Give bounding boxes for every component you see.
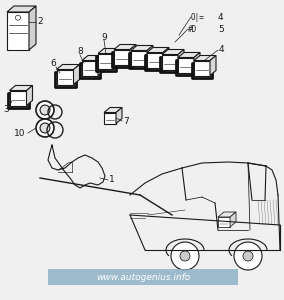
Polygon shape xyxy=(178,52,200,58)
Text: 3: 3 xyxy=(3,106,9,115)
Polygon shape xyxy=(218,217,230,227)
Polygon shape xyxy=(57,64,80,70)
Polygon shape xyxy=(98,49,120,53)
Polygon shape xyxy=(114,49,120,68)
Polygon shape xyxy=(82,61,98,76)
Polygon shape xyxy=(131,50,147,65)
Polygon shape xyxy=(230,212,236,227)
Text: 9: 9 xyxy=(101,32,107,41)
Text: 4: 4 xyxy=(218,13,224,22)
Text: O|=: O|= xyxy=(191,13,205,22)
Polygon shape xyxy=(218,212,236,217)
Polygon shape xyxy=(7,12,29,50)
Circle shape xyxy=(16,15,20,20)
FancyBboxPatch shape xyxy=(48,269,238,285)
Polygon shape xyxy=(98,56,104,76)
Circle shape xyxy=(180,251,190,261)
Text: 6: 6 xyxy=(50,59,56,68)
Text: 7: 7 xyxy=(123,116,129,125)
Polygon shape xyxy=(104,107,122,112)
Polygon shape xyxy=(82,56,104,61)
Circle shape xyxy=(40,123,50,133)
Circle shape xyxy=(36,119,54,137)
Circle shape xyxy=(171,242,199,270)
Polygon shape xyxy=(210,56,216,76)
Circle shape xyxy=(243,251,253,261)
Polygon shape xyxy=(130,44,136,64)
Polygon shape xyxy=(162,50,184,55)
Text: 8: 8 xyxy=(77,47,83,56)
Text: 4: 4 xyxy=(219,44,225,53)
Polygon shape xyxy=(98,53,114,68)
Polygon shape xyxy=(194,52,200,73)
Polygon shape xyxy=(114,44,136,50)
Polygon shape xyxy=(194,56,216,61)
Text: 10: 10 xyxy=(14,130,26,139)
Polygon shape xyxy=(9,91,26,106)
Text: 2: 2 xyxy=(37,17,43,26)
Polygon shape xyxy=(147,52,163,68)
Circle shape xyxy=(40,105,50,115)
Circle shape xyxy=(36,101,54,119)
Polygon shape xyxy=(163,47,169,68)
Text: #D: #D xyxy=(188,25,197,34)
Text: 5: 5 xyxy=(218,25,224,34)
Text: 1: 1 xyxy=(109,176,115,184)
Polygon shape xyxy=(116,107,122,124)
Polygon shape xyxy=(114,50,130,64)
Polygon shape xyxy=(147,47,169,52)
Circle shape xyxy=(234,242,262,270)
Polygon shape xyxy=(147,46,153,65)
Polygon shape xyxy=(57,70,74,85)
Polygon shape xyxy=(131,46,153,50)
Polygon shape xyxy=(178,50,184,70)
Polygon shape xyxy=(26,85,32,106)
Polygon shape xyxy=(74,64,80,85)
Polygon shape xyxy=(104,112,116,124)
Polygon shape xyxy=(9,85,32,91)
Polygon shape xyxy=(7,6,36,12)
Polygon shape xyxy=(178,58,194,73)
Polygon shape xyxy=(194,61,210,76)
Polygon shape xyxy=(162,55,178,70)
Polygon shape xyxy=(29,6,36,50)
Text: www.autogenius.info: www.autogenius.info xyxy=(96,272,190,281)
